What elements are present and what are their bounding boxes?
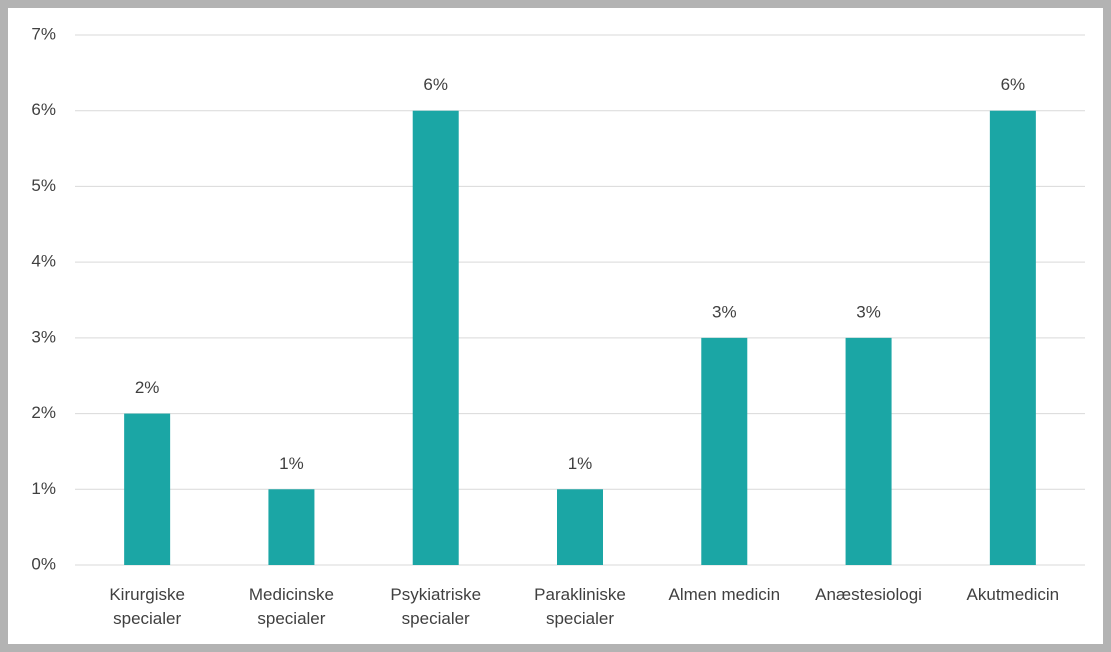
x-tick-label: Psykiatriske specialer <box>390 585 482 628</box>
data-label: 1% <box>279 454 304 473</box>
bar <box>412 110 459 565</box>
x-tick-label: Anæstesiologi <box>815 585 922 604</box>
y-tick-label: 3% <box>31 327 56 346</box>
x-tick-label: Akutmedicin <box>966 585 1060 604</box>
x-tick-label: Parakliniske specialer <box>534 585 626 628</box>
data-label: 3% <box>712 302 737 321</box>
x-tick-label: Almen medicin <box>668 585 781 604</box>
y-tick-label: 0% <box>31 554 56 573</box>
chart-panel <box>8 8 1103 644</box>
x-tick-label: Medicinske specialer <box>248 585 334 628</box>
bar <box>845 337 892 565</box>
bar <box>557 489 603 565</box>
data-label: 6% <box>1001 75 1026 94</box>
y-tick-label: 7% <box>31 24 56 43</box>
y-tick-label: 2% <box>31 403 56 422</box>
data-label: 2% <box>135 378 160 397</box>
bar <box>124 413 171 565</box>
y-tick-label: 6% <box>31 100 56 119</box>
bar <box>268 489 315 565</box>
data-label: 1% <box>568 454 593 473</box>
bar <box>701 337 748 565</box>
y-tick-label: 1% <box>31 479 56 498</box>
y-tick-label: 5% <box>31 176 56 195</box>
bar <box>989 110 1036 565</box>
x-tick-label: Kirurgiske specialer <box>109 585 185 628</box>
data-label: 6% <box>423 75 448 94</box>
y-tick-label: 4% <box>31 252 56 271</box>
data-label: 3% <box>856 302 881 321</box>
